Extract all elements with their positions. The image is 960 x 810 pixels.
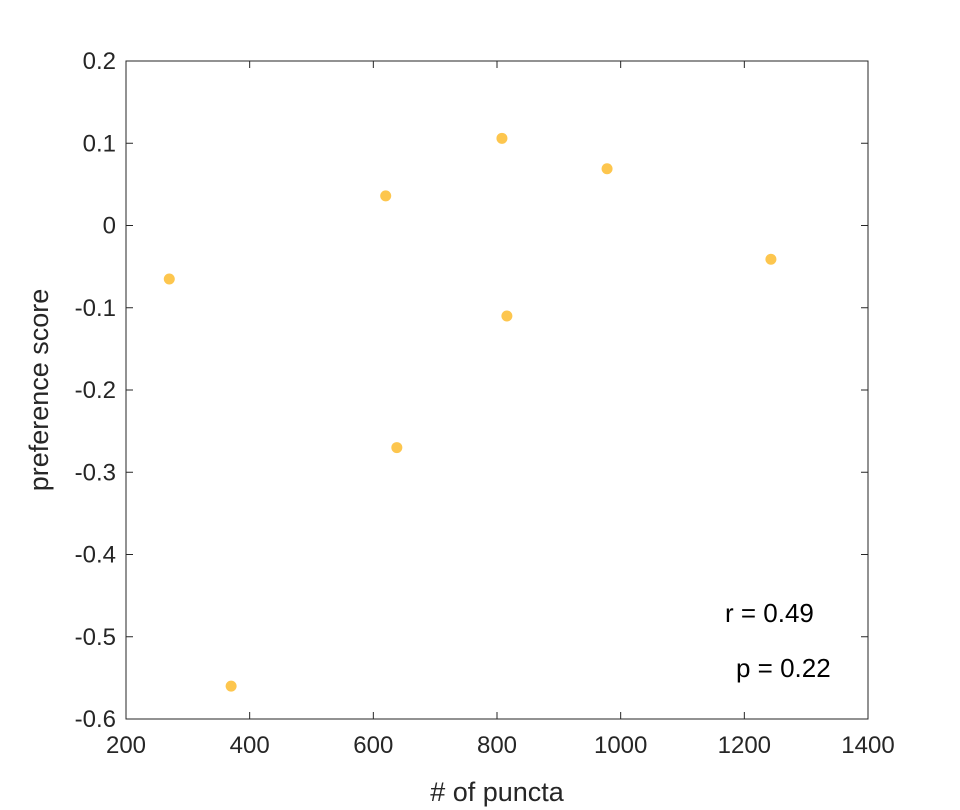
- data-points: [163, 132, 777, 692]
- y-tick-label: -0.1: [75, 295, 116, 322]
- x-tick-label: 200: [106, 732, 146, 759]
- correlation-r-annotation: r = 0.49: [725, 598, 814, 628]
- data-point: [380, 190, 392, 202]
- data-point: [501, 310, 513, 322]
- y-tick-label: 0.1: [83, 130, 116, 157]
- data-point: [765, 253, 777, 265]
- x-tick-label: 800: [477, 732, 517, 759]
- x-axis-label: # of puncta: [430, 777, 565, 807]
- data-point: [225, 680, 237, 692]
- x-tick-label: 400: [230, 732, 270, 759]
- y-tick-label: 0.2: [83, 48, 116, 75]
- x-tick-label: 600: [353, 732, 393, 759]
- data-point: [391, 442, 403, 454]
- y-axis-ticks: -0.6 -0.5 -0.4 -0.3 -0.2 -0.1 0 0.1 0.2: [75, 48, 868, 733]
- y-tick-label: -0.2: [75, 377, 116, 404]
- data-point: [496, 132, 508, 144]
- data-point: [163, 273, 175, 285]
- x-tick-label: 1400: [841, 732, 894, 759]
- y-tick-label: -0.6: [75, 706, 116, 733]
- y-tick-label: -0.4: [75, 542, 116, 569]
- y-tick-label: 0: [103, 213, 116, 240]
- y-axis-label: preference score: [24, 289, 54, 492]
- y-tick-label: -0.5: [75, 624, 116, 651]
- plot-area: [125, 60, 869, 720]
- x-tick-label: 1200: [718, 732, 771, 759]
- y-tick-label: -0.3: [75, 459, 116, 486]
- data-point: [601, 163, 613, 175]
- x-axis-ticks: 200 400 600 800 1000 1200 1400: [106, 61, 895, 759]
- p-value-annotation: p = 0.22: [736, 653, 831, 683]
- x-tick-label: 1000: [594, 732, 647, 759]
